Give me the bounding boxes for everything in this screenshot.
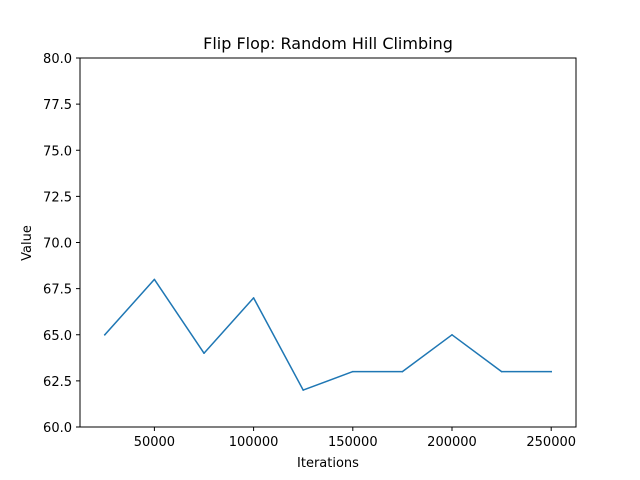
y-tick-label: 72.5 [43,190,72,205]
x-tick-label: 50000 [134,435,175,450]
x-tick-label: 150000 [328,435,378,450]
y-tick-label: 77.5 [43,98,72,113]
data-point [203,352,205,354]
y-tick-label: 75.0 [43,144,72,159]
x-tick-label: 200000 [427,435,477,450]
data-point [252,297,255,299]
y-tick-label: 80.0 [43,52,72,67]
data-point [451,334,453,336]
data-point [104,334,106,336]
data-point [500,370,503,373]
y-tick-label: 70.0 [43,237,72,252]
axis-ticks: 50000 100000 150000 200000 250000 60.0 62.5 65.… [43,52,576,450]
y-axis-label: Value [20,225,35,261]
x-axis-label: Iterations [297,456,359,471]
series-layer [103,278,552,391]
data-point [153,278,156,281]
data-point [401,370,404,373]
data-point [550,370,552,373]
plot-frame [79,57,577,428]
data-point [352,370,354,373]
chart-title: Flip Flop: Random Hill Climbing [203,34,453,53]
x-tick-label: 250000 [526,435,576,450]
data-point [302,389,304,391]
y-tick-label: 65.0 [43,329,72,344]
y-tick-label: 62.5 [43,375,72,390]
y-tick-label: 67.5 [43,283,72,298]
x-tick-label: 100000 [229,435,279,450]
y-tick-label: 60.0 [43,421,72,436]
series-line [103,278,552,391]
